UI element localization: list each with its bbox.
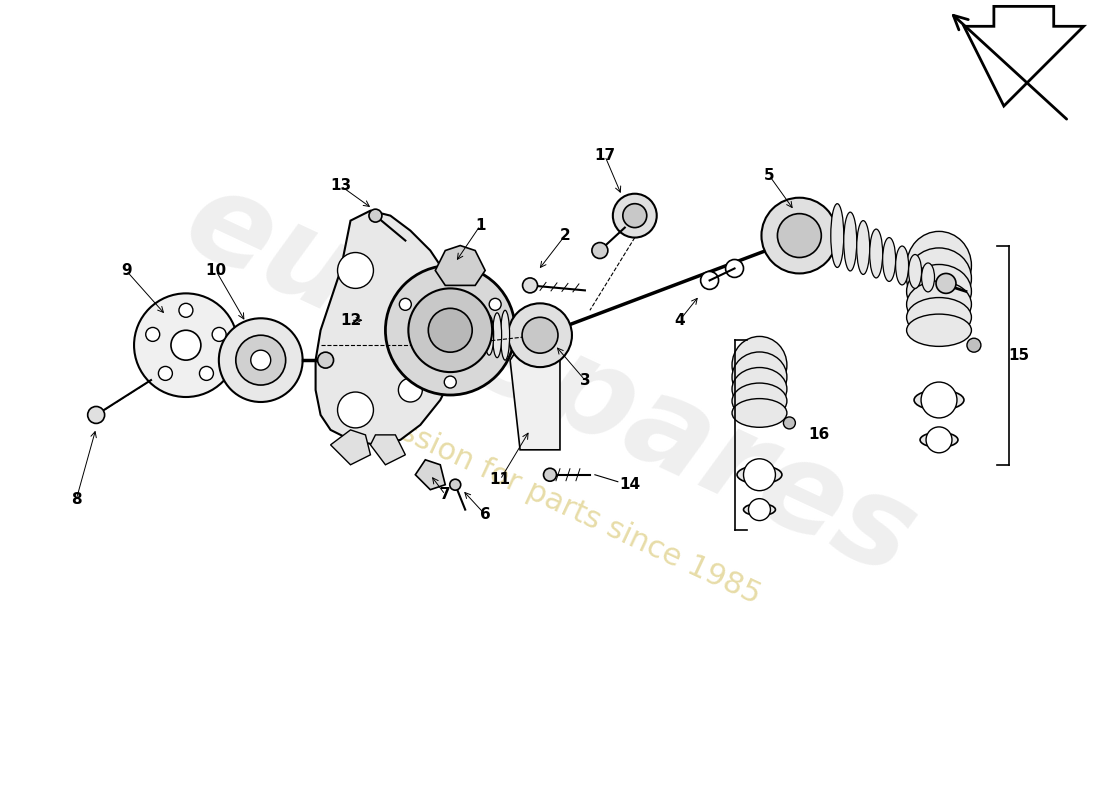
Text: 6: 6 <box>480 507 491 522</box>
Circle shape <box>368 209 382 222</box>
Ellipse shape <box>906 314 971 346</box>
Polygon shape <box>371 435 406 465</box>
Circle shape <box>318 352 333 368</box>
Text: a passion for parts since 1985: a passion for parts since 1985 <box>334 389 766 610</box>
Circle shape <box>522 278 538 293</box>
Ellipse shape <box>909 254 922 288</box>
Ellipse shape <box>732 352 786 402</box>
Text: 5: 5 <box>764 168 774 183</box>
Ellipse shape <box>732 337 786 394</box>
Polygon shape <box>964 6 1084 106</box>
Circle shape <box>199 366 213 380</box>
Ellipse shape <box>485 315 494 355</box>
Circle shape <box>212 327 227 342</box>
Circle shape <box>145 327 160 342</box>
Circle shape <box>744 458 775 490</box>
Ellipse shape <box>732 367 786 410</box>
Circle shape <box>338 253 373 288</box>
Ellipse shape <box>906 281 971 328</box>
Text: 15: 15 <box>1009 348 1030 362</box>
Circle shape <box>179 303 192 318</box>
Polygon shape <box>316 210 460 445</box>
Polygon shape <box>510 330 560 450</box>
Circle shape <box>455 335 475 355</box>
Circle shape <box>783 417 795 429</box>
Circle shape <box>134 294 238 397</box>
Circle shape <box>778 214 822 258</box>
Text: eurospares: eurospares <box>166 158 934 602</box>
Ellipse shape <box>500 310 509 360</box>
Circle shape <box>408 288 492 372</box>
Ellipse shape <box>906 231 971 299</box>
Circle shape <box>701 271 718 290</box>
Text: 13: 13 <box>330 178 351 194</box>
Text: 11: 11 <box>490 472 510 487</box>
Circle shape <box>428 308 472 352</box>
Text: 2: 2 <box>560 228 570 243</box>
Ellipse shape <box>732 398 786 427</box>
Ellipse shape <box>906 298 971 337</box>
Circle shape <box>251 350 271 370</box>
Polygon shape <box>416 460 446 490</box>
Text: 1: 1 <box>475 218 485 233</box>
Circle shape <box>921 382 957 418</box>
Circle shape <box>444 376 456 388</box>
Text: 4: 4 <box>674 313 685 328</box>
Ellipse shape <box>906 248 971 309</box>
Circle shape <box>170 330 201 360</box>
Text: 14: 14 <box>619 478 640 492</box>
Circle shape <box>398 378 422 402</box>
Ellipse shape <box>844 212 857 271</box>
Text: 7: 7 <box>440 487 451 502</box>
Text: 3: 3 <box>580 373 591 387</box>
Ellipse shape <box>895 246 909 285</box>
Circle shape <box>748 498 770 521</box>
Circle shape <box>338 392 373 428</box>
Circle shape <box>926 427 952 453</box>
Text: 10: 10 <box>206 263 227 278</box>
Circle shape <box>936 274 956 294</box>
Circle shape <box>490 298 502 310</box>
Ellipse shape <box>476 318 486 353</box>
Circle shape <box>450 479 461 490</box>
Circle shape <box>613 194 657 238</box>
Text: 12: 12 <box>340 313 361 328</box>
Ellipse shape <box>744 504 775 515</box>
Ellipse shape <box>493 313 502 358</box>
Ellipse shape <box>906 265 971 318</box>
Circle shape <box>88 406 104 423</box>
Circle shape <box>399 298 411 310</box>
Text: 17: 17 <box>594 148 615 163</box>
Circle shape <box>623 204 647 228</box>
Ellipse shape <box>920 432 958 447</box>
Circle shape <box>967 338 981 352</box>
Circle shape <box>385 266 515 395</box>
Circle shape <box>158 366 173 380</box>
Ellipse shape <box>857 221 870 274</box>
Polygon shape <box>331 430 371 465</box>
Circle shape <box>726 259 744 278</box>
Ellipse shape <box>882 238 895 282</box>
Text: 9: 9 <box>121 263 131 278</box>
Circle shape <box>592 242 608 258</box>
Circle shape <box>219 318 302 402</box>
Circle shape <box>543 468 557 482</box>
Ellipse shape <box>830 204 844 267</box>
Ellipse shape <box>870 229 882 278</box>
Ellipse shape <box>737 466 782 484</box>
Circle shape <box>761 198 837 274</box>
Circle shape <box>522 318 558 353</box>
Polygon shape <box>436 246 485 286</box>
Ellipse shape <box>922 263 935 292</box>
Ellipse shape <box>469 320 477 350</box>
Circle shape <box>235 335 286 385</box>
Text: 8: 8 <box>70 492 81 507</box>
Text: 16: 16 <box>808 427 829 442</box>
Circle shape <box>508 303 572 367</box>
Ellipse shape <box>914 390 964 410</box>
Ellipse shape <box>732 383 786 419</box>
